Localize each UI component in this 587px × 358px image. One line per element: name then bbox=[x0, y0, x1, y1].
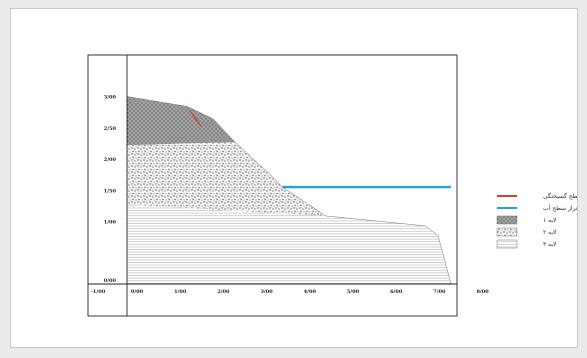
layer-1-area bbox=[127, 96, 235, 146]
legend-swatch bbox=[496, 239, 518, 249]
lines-group bbox=[189, 109, 451, 189]
legend-item: تراز سطح آب bbox=[497, 203, 577, 212]
y-tick-label: 1/50 bbox=[104, 188, 117, 194]
axis-group: -1/00 0/00 1/00 2/00 3/00 4/00 5/00 6/00 7/00 8/0… bbox=[88, 55, 489, 316]
x-tick-label: 0/00 bbox=[131, 289, 144, 295]
failure-surface-line bbox=[189, 109, 202, 127]
legend-label: لایه ۲ bbox=[543, 229, 556, 236]
legend-swatch bbox=[496, 215, 518, 225]
x-tick-label: -1/00 bbox=[91, 289, 106, 295]
y-tick-label: 2/50 bbox=[104, 126, 117, 132]
slope-diagram: -1/00 0/00 1/00 2/00 3/00 4/00 5/00 6/00 7/00 8/0… bbox=[87, 54, 577, 317]
legend-label: سطح گسیختگی bbox=[543, 192, 577, 200]
document-page: -1/00 0/00 1/00 2/00 3/00 4/00 5/00 6/00 7/00 8/0… bbox=[10, 8, 578, 348]
x-tick-label: 8/00 bbox=[476, 289, 489, 295]
legend-label: لایه ۱ bbox=[543, 217, 556, 224]
y-tick-label: 0/00 bbox=[104, 278, 117, 284]
y-tick-label: 3/00 bbox=[104, 95, 117, 101]
x-tick-label: 4/00 bbox=[304, 289, 317, 295]
legend-item: لایه ۲ bbox=[496, 227, 556, 237]
legend-label: تراز سطح آب bbox=[543, 203, 577, 212]
y-tick-label: 1/00 bbox=[104, 220, 117, 226]
layer-3-area bbox=[127, 204, 451, 284]
x-tick-label: 1/00 bbox=[174, 289, 187, 295]
x-tick-label: 7/00 bbox=[433, 289, 446, 295]
x-tick-label: 2/00 bbox=[217, 289, 230, 295]
legend: سطح گسیختگی تراز سطح آب لایه ۱ لایه ۲ لایه ۳ bbox=[496, 192, 577, 249]
legend-item: سطح گسیختگی bbox=[497, 192, 577, 200]
legend-swatch bbox=[496, 227, 518, 237]
ground-surface bbox=[126, 96, 452, 285]
x-tick-label: 5/00 bbox=[347, 289, 360, 295]
layer-2-area bbox=[127, 142, 326, 216]
legend-item: لایه ۱ bbox=[496, 215, 556, 225]
x-tick-label: 3/00 bbox=[260, 289, 273, 295]
legend-item: لایه ۳ bbox=[496, 239, 556, 249]
x-tick-label: 6/00 bbox=[390, 289, 403, 295]
legend-label: لایه ۳ bbox=[543, 241, 556, 248]
layers-group bbox=[126, 96, 452, 285]
y-tick-label: 2/00 bbox=[104, 157, 117, 163]
